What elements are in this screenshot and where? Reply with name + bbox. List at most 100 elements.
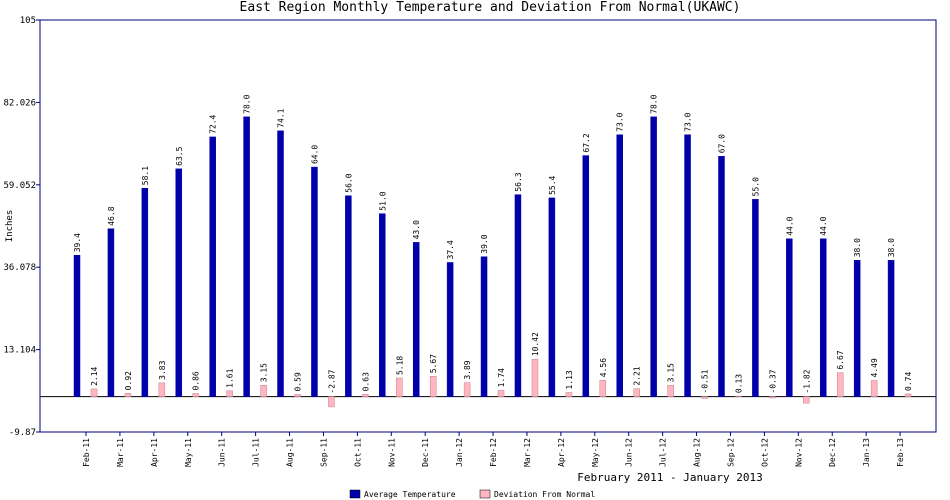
bar [90,388,98,397]
bar [311,166,318,397]
x-tick-label: Sep-12 [726,438,735,467]
data-label: 37.4 [446,240,455,259]
data-label: 0.63 [361,372,370,391]
data-label: -0.37 [768,369,777,393]
x-tick-label: Mar-11 [116,438,125,467]
x-tick-label: Jan-12 [455,438,464,467]
data-label: 67.2 [582,133,591,152]
x-tick-label: Apr-11 [150,438,159,467]
bar [379,213,386,397]
data-label: 63.5 [175,146,184,165]
data-label: 73.0 [684,112,693,131]
x-axis-label: February 2011 - January 2013 [577,471,762,484]
data-label: 1.74 [497,368,506,387]
data-label: 3.89 [463,360,472,379]
bar [684,134,691,397]
bar [565,392,573,397]
data-label: 2.21 [633,366,642,385]
bar [633,388,640,397]
bar [243,116,250,397]
data-label: 0.86 [192,371,201,390]
data-label: 1.61 [226,368,235,387]
bar [260,385,267,397]
data-label: 55.4 [548,175,557,194]
x-tick-label: May-12 [591,438,600,467]
bar [803,396,810,404]
bar [497,390,505,397]
legend-swatch [349,489,361,499]
bar [294,394,301,397]
x-tick-label: Feb-11 [82,438,91,467]
x-tick-label: May-11 [184,438,193,467]
data-label: 73.0 [616,112,625,131]
bar [752,199,759,397]
bar [769,396,776,399]
plot-frame [39,19,937,433]
data-label: 78.0 [243,94,252,113]
bar [582,155,590,397]
data-label: 38.0 [887,238,896,257]
data-label: 39.4 [73,233,82,252]
data-label: 10.42 [531,332,540,356]
data-label: 0.92 [124,371,133,390]
x-tick-label: Oct-12 [760,438,769,467]
x-tick-label: Dec-12 [828,438,837,467]
data-label: 6.67 [836,350,845,369]
bar [701,396,708,399]
bar [345,195,352,397]
bar [887,260,895,397]
x-tick-label: Jun-11 [218,438,227,467]
bar [870,380,878,397]
data-label: 58.1 [141,166,150,185]
bar [463,382,471,397]
bar [226,390,233,397]
data-label: -1.82 [802,369,811,393]
bar [650,116,657,397]
data-label: 64.0 [310,145,319,164]
legend-label: Average Temperature [364,490,456,499]
data-label: 78.0 [650,94,659,113]
bar [616,134,623,397]
bar [599,379,607,397]
legend-label: Deviation From Normal [494,490,595,499]
data-label: 74.1 [277,108,286,127]
data-label: 38.0 [853,238,862,257]
y-tick-label: 105 [20,16,36,26]
bar [107,228,115,397]
x-tick-label: Feb-13 [896,438,905,467]
bar [836,372,844,397]
bar [429,376,437,397]
data-label: 2.14 [90,366,99,385]
data-label: -2.87 [327,369,336,393]
legend-swatch [479,489,491,499]
bar [362,394,369,397]
x-tick-label: Aug-12 [693,438,702,467]
x-tick-label: Oct-11 [353,438,362,467]
chart-title: East Region Monthly Temperature and Devi… [240,0,741,15]
data-label: 3.15 [667,363,676,382]
bar [446,262,454,397]
data-label: -0.51 [701,369,710,393]
bar [718,156,725,397]
bar [819,238,827,397]
bar [480,256,488,397]
data-label: 5.67 [429,354,438,373]
x-tick-label: Mar-12 [523,438,532,467]
data-label: 56.3 [514,172,523,191]
bar [853,260,861,397]
bar [73,255,81,397]
bar [141,187,149,397]
y-tick-label: -9.87 [9,428,36,438]
bar [412,242,420,397]
data-label: 39.0 [480,234,489,253]
data-label: 4.56 [599,358,608,377]
data-label: 0.13 [734,374,743,393]
data-label: 72.4 [209,114,218,133]
x-tick-label: Apr-12 [557,438,566,467]
data-label: 0.74 [904,371,913,390]
data-label: 56.0 [344,173,353,192]
data-label: 44.0 [785,216,794,235]
x-tick-label: Feb-12 [489,438,498,467]
data-label: 3.83 [158,360,167,379]
bar [548,197,556,397]
